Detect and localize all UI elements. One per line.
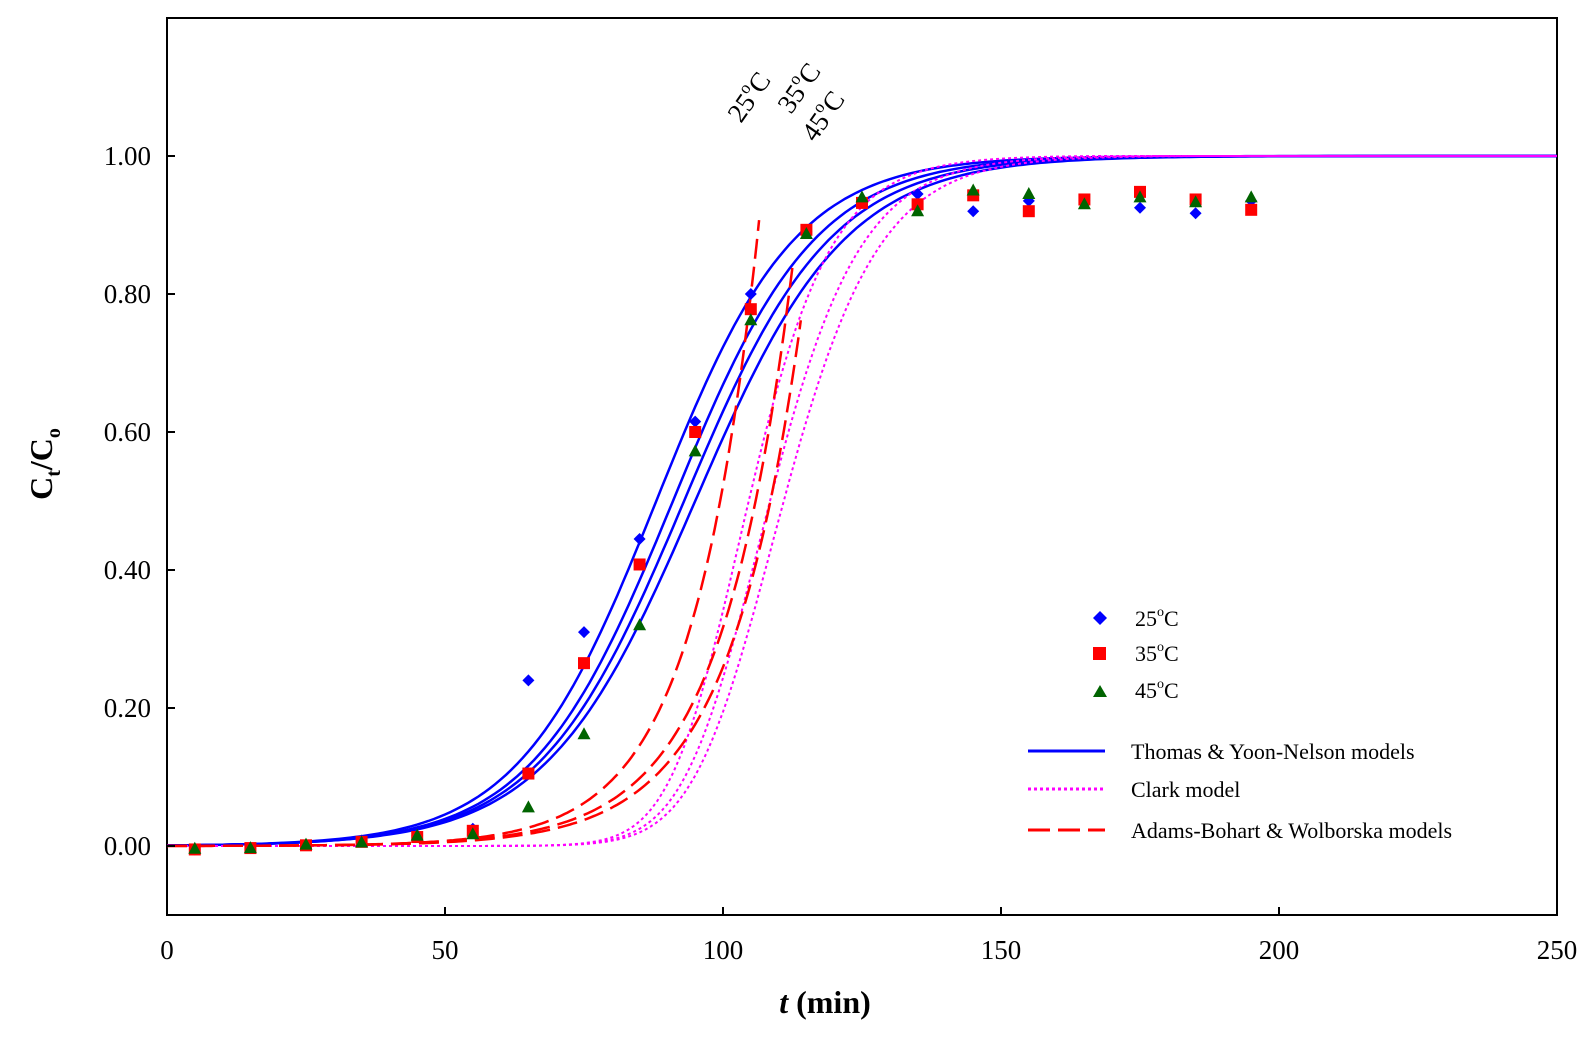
data-point-45C [1244,190,1258,203]
data-point-45C [966,183,980,196]
data-point-45C [1077,197,1091,210]
legend-marker-45C [1093,685,1107,697]
data-point-45C [1189,195,1203,208]
legend-marker-35C [1093,647,1106,660]
data-point-25C [967,205,980,218]
legend-label-45C: 45oC [1135,677,1179,703]
data-point-35C [744,303,757,316]
y-tick-label: 0.80 [104,279,151,309]
data-point-35C [1022,205,1035,218]
y-tick-label: 0.60 [104,417,151,447]
legend-label-clark: Clark model [1131,777,1240,802]
data-point-35C [689,426,702,438]
axis-ticks: 0 50 100 150 200 250 0.00 0.20 0.40 0.60 0.80 1.00 [104,141,1578,965]
y-axis-title: Ct/Co [23,428,65,500]
data-point-45C [855,190,869,203]
data-point-25C [689,415,702,428]
data-point-45C [1022,186,1036,199]
data-point-45C [188,841,202,854]
x-tick-label: 200 [1259,935,1300,965]
y-tick-label: 0.40 [104,555,151,585]
data-point-35C [633,558,646,571]
data-markers [188,183,1258,856]
legend-marker-25C [1093,611,1107,625]
data-point-45C [466,827,480,840]
data-point-45C [744,313,758,326]
data-point-45C [577,727,591,740]
plot-area [166,17,1558,916]
data-point-25C [911,187,924,200]
model-curve-dotted-2 [167,155,1557,847]
data-point-25C [633,532,646,545]
y-tick-label: 0.20 [104,693,151,723]
data-point-45C [799,226,813,239]
x-tick-label: 0 [160,935,174,965]
data-point-35C [522,767,535,780]
legend-label-25C: 25oC [1135,605,1179,631]
data-point-35C [578,657,590,670]
x-tick-label: 150 [981,935,1022,965]
data-point-45C [243,841,257,854]
data-point-25C [1134,201,1146,214]
data-point-45C [1133,190,1147,203]
legend-label-adams: Adams-Bohart & Wolborska models [1131,818,1452,843]
data-point-45C [410,828,424,841]
data-point-25C [522,674,535,687]
legend: 25oC 35oC 45oC Thomas & Yoon-Nelson mode… [1028,605,1452,843]
x-axis-title: t (min) [779,984,871,1020]
data-point-45C [688,444,702,457]
x-tick-label: 50 [432,935,459,965]
y-tick-label: 0.00 [104,831,151,861]
data-point-45C [521,800,535,813]
data-point-25C [578,626,590,639]
model-curves [166,154,1557,848]
y-tick-label: 1.00 [104,141,151,171]
x-tick-label: 250 [1537,935,1578,965]
data-point-45C [633,618,647,631]
data-point-35C [1245,203,1258,216]
data-point-45C [355,835,369,848]
data-point-45C [911,204,925,217]
model-curve-dashed-2 [167,320,803,848]
x-tick-label: 100 [703,935,744,965]
legend-label-thomas: Thomas & Yoon-Nelson models [1131,739,1415,764]
legend-label-35C: 35oC [1135,640,1179,666]
data-point-25C [744,288,757,300]
data-point-25C [1189,207,1202,220]
data-point-45C [299,837,313,850]
